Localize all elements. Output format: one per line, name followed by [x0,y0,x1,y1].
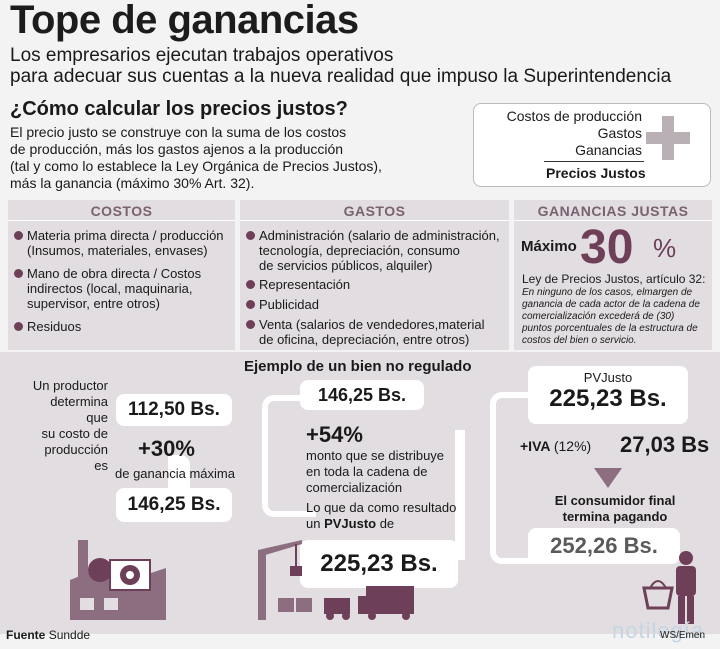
factory-icon [70,540,166,620]
list-item: Residuos [14,319,81,334]
final-value: 252,26 Bs. [528,528,680,564]
consumer-basket-icon [642,551,696,624]
source-credit: Fuente Sundde [6,628,91,642]
resultado-text: Lo que da como resultado un PVJusto de [306,500,457,531]
formula-divider [544,161,644,162]
pvjusto-label: PVJusto [583,370,633,385]
ganancia-maxima-label: de ganancia máxima [115,466,235,481]
ley-text: En ninguno de los casos, elmargen de gan… [522,287,700,346]
monto-text: monto que se distribuye en toda la caden… [306,448,445,495]
bullet-icon [246,280,255,289]
bullet-icon [246,320,255,329]
costo-value: 112,50 Bs. [116,394,232,426]
bullet-icon [246,231,255,240]
costos-panel: COSTOS Materia prima directa / producció… [8,200,235,350]
list-item: Representación [246,277,350,292]
intro-line: (tal y como lo establece la Ley Orgánica… [10,158,382,174]
plus30-value: +30% [138,436,195,461]
connector-arrow [455,430,465,560]
iva-value: 27,03 Bs [620,432,710,457]
author-credit: WS/Emen [660,630,706,641]
list-item: Mano de obra directa / Costos indirectos… [14,266,201,311]
consumidor-text: El consumidor final termina pagando [554,493,676,524]
page-title: Tope de ganancias [10,0,359,42]
gastos-heading: GASTOS [343,203,406,219]
percent-sign: % [653,233,677,263]
bullet-icon [14,322,23,331]
plus54-value: +54% [306,422,363,447]
formula-item: Gastos [597,125,642,141]
list-item: Administración (salario de administració… [246,228,500,273]
subtitle-line-2: para adecuar sus cuentas a la nueva real… [10,66,672,87]
connector-arrow [262,395,316,517]
mid-value: 146,25 Bs. [300,380,424,410]
formula-item: Ganancias [575,142,642,158]
formula-total: Precios Justos [546,165,646,181]
ganancias-panel: GANANCIAS JUSTAS Máximo 30 % Ley de Prec… [514,200,712,350]
maximo-label: Máximo [521,238,577,255]
plus-icon [646,116,690,160]
list-item: Materia prima directa / producción (Insu… [14,228,224,258]
resultado1-value: 146,25 Bs. [116,488,232,522]
crane-truck-icon [258,540,414,620]
iva-label: +IVA (12%) [520,438,592,454]
subtitle-line-1: Los empresarios ejecutan trabajos operat… [10,45,394,66]
down-arrow-icon [594,468,622,488]
intro-line: de producción, más los gastos ajenos a l… [10,141,344,157]
costos-heading: COSTOS [90,203,153,219]
ley-reference: Ley de Precios Justos, artículo 32: [522,272,706,286]
ganancias-heading: GANANCIAS JUSTAS [537,203,689,219]
formula-box: Costos de producción Gastos Ganancias Pr… [473,103,711,187]
productor-text: Un productor determina que su costo de p… [32,378,108,473]
divider [240,220,509,221]
bullet-icon [14,269,23,278]
connector-arrow [490,392,534,564]
example-title: Ejemplo de un bien no regulado [244,358,472,375]
pvjusto-box: PVJusto 225,23 Bs. [528,366,688,424]
pvjusto-value: 225,23 Bs. [549,385,667,412]
intro-line: más la ganancia (máximo 30% Art. 32). [10,175,255,191]
list-item: Publicidad [246,297,319,312]
divider [514,220,712,221]
bullet-icon [246,300,255,309]
watermark: notilegía [612,618,705,643]
list-item: Venta (salarios de vendedores,material d… [246,317,484,347]
gastos-panel: GASTOS Administración (salario de admini… [240,200,509,350]
resultado2-value: 225,23 Bs. [300,540,458,588]
intro-line: El precio justo se construye con la suma… [10,124,347,140]
calc-question: ¿Cómo calcular los precios justos? [10,98,348,120]
bullet-icon [14,231,23,240]
divider [8,220,235,221]
max-percent-value: 30 [580,221,634,274]
formula-item: Costos de producción [506,108,642,124]
